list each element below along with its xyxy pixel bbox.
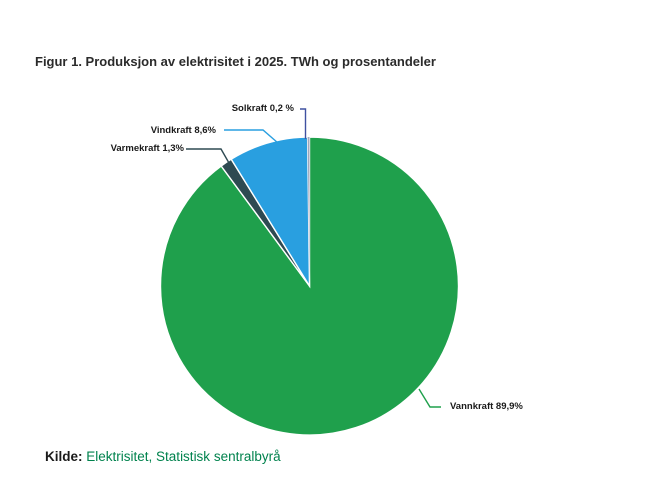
pie-slice-vindkraft [230,136,311,289]
callout-solkraft [300,108,307,139]
figure-title: Figur 1. Produksjon av elektrisitet i 20… [35,54,436,69]
source-line: Kilde: Elektrisitet, Statistisk sentralb… [45,448,281,465]
pie-label-solkraft: Solkraft 0,2 % [231,103,294,114]
pie-label-vindkraft: Vindkraft 8,6% [150,125,216,136]
source-link[interactable]: Elektrisitet, Statistisk sentralbyrå [86,449,281,464]
pie-slices [159,136,460,436]
callout-varmekraft [186,148,230,164]
pie-slice-solkraft [307,136,310,286]
pie-callout-lines [186,108,441,408]
pie-label-vannkraft: Vannkraft 89,9% [450,401,523,412]
callout-vannkraft [418,388,441,408]
source-prefix: Kilde: [45,449,83,464]
callout-vindkraft [224,129,279,144]
pie-label-varmekraft: Varmekraft 1,3% [110,143,184,154]
